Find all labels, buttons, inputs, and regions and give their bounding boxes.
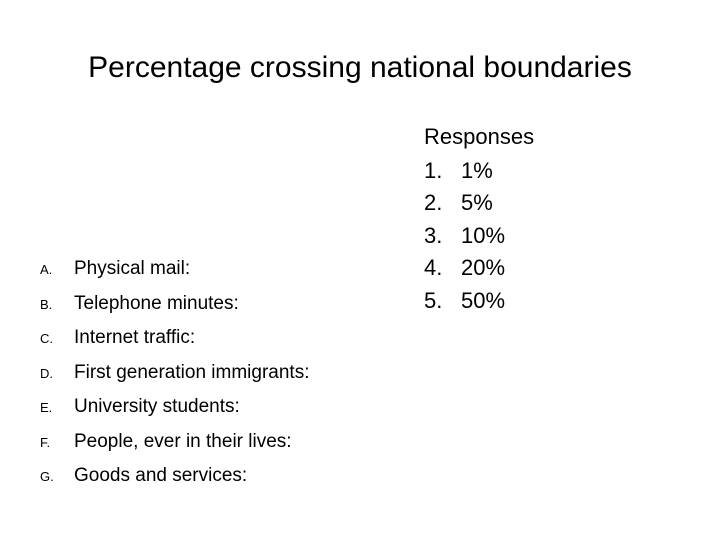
response-list: 1. 1% 2. 5% 3. 10% 4. 20% 5. 50% [424,155,704,318]
question-item: A. Physical mail: [40,252,380,287]
response-option: 3. 10% [424,220,704,253]
response-value: 5% [461,190,493,215]
response-number: 1. [424,157,443,183]
question-letter: F. [40,434,51,450]
question-item: C. Internet traffic: [40,321,380,356]
question-item: G. Goods and services: [40,459,380,494]
slide-title: Percentage crossing national boundaries [88,51,632,84]
responses-heading: Responses [424,124,535,149]
question-text: First generation immigrants: [74,361,310,383]
question-text: People, ever in their lives: [74,430,292,452]
question-item: B. Telephone minutes: [40,287,380,322]
question-text: University students: [74,396,240,417]
question-letter: D. [40,365,53,381]
response-option: 5. 50% [424,285,704,318]
question-text: Physical mail: [74,258,191,279]
question-list: A. Physical mail: B. Telephone minutes: … [40,252,380,494]
response-number: 2. [424,190,443,215]
response-number: 4. [424,255,443,280]
response-value: 20% [461,255,506,280]
question-item: F. People, ever in their lives: [40,425,380,460]
question-text: Internet traffic: [74,327,196,348]
question-text: Goods and services: [74,465,248,486]
response-number: 5. [424,287,443,313]
question-letter: G. [40,469,54,484]
question-letter: C. [40,331,53,346]
question-letter: A. [40,262,53,277]
question-item: D. First generation immigrants: [40,356,380,391]
response-value: 10% [461,222,506,248]
response-option: 2. 5% [424,187,704,220]
question-letter: E. [40,400,53,415]
response-value: 50% [461,287,506,313]
response-number: 3. [424,222,443,248]
question-letter: B. [40,296,53,312]
response-option: 1. 1% [424,155,704,188]
question-item: E. University students: [40,390,380,425]
response-option: 4. 20% [424,252,704,285]
response-value: 1% [461,157,493,183]
responses-panel: Responses 1. 1% 2. 5% 3. 10% 4. 20% 5. 5… [424,120,704,317]
question-text: Telephone minutes: [74,292,239,314]
